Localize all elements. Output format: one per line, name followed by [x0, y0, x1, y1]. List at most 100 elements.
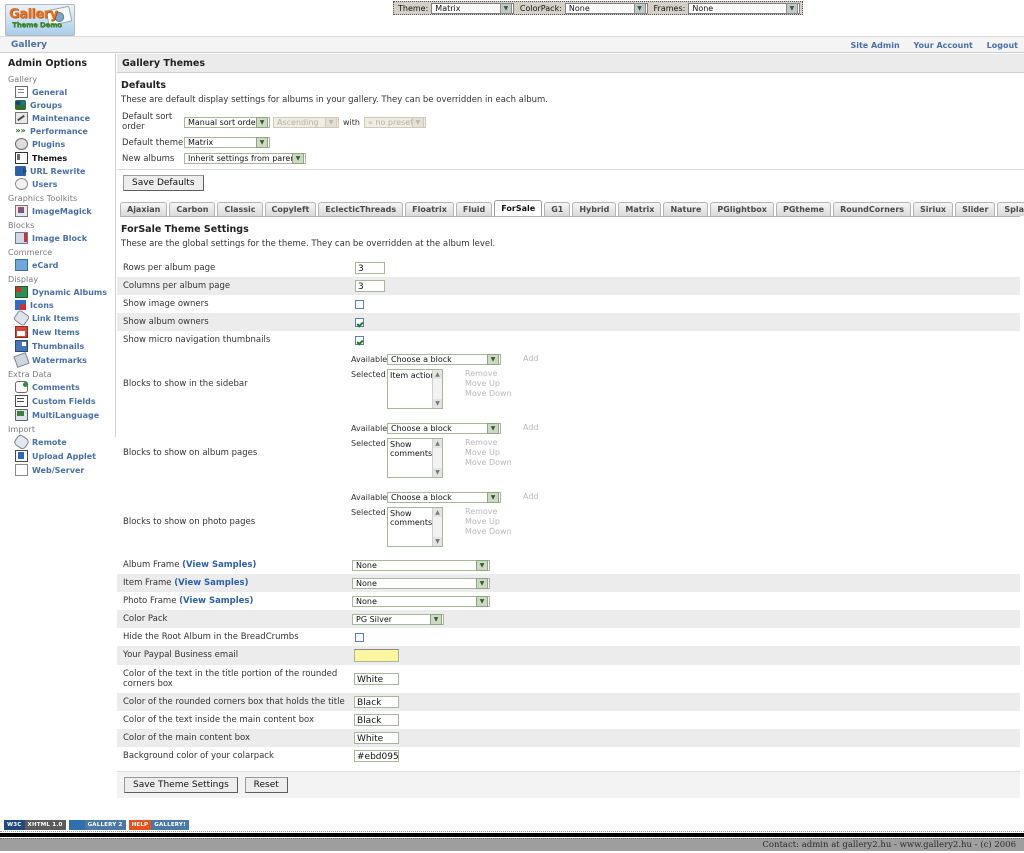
tab-splatbang[interactable]: Splatbang — [997, 202, 1024, 216]
gallery-logo[interactable]: Gallery Theme Demo — [5, 4, 75, 36]
remove-block-button[interactable]: Remove — [465, 507, 498, 516]
sidebar-item-remote[interactable]: Remote — [0, 433, 115, 451]
view-samples-link[interactable]: (View Samples) — [179, 596, 254, 606]
breadcrumb[interactable]: Gallery — [11, 40, 48, 50]
tab-fluid[interactable]: Fluid — [455, 202, 493, 216]
sidebar-item-url-rewrite[interactable]: URL Rewrite — [0, 165, 115, 177]
tab-classic[interactable]: Classic — [217, 202, 263, 216]
remove-block-button[interactable]: Remove — [465, 438, 498, 447]
sidebar-item-general[interactable]: General — [0, 85, 115, 99]
sidebar-item-users[interactable]: Users — [0, 177, 115, 191]
tab-siriux[interactable]: Siriux — [913, 202, 954, 216]
new-albums-select[interactable]: Inherit settings from parent album ▼ — [184, 153, 306, 164]
reset-button[interactable]: Reset — [244, 777, 288, 793]
footer-badge[interactable]: W3C XHTML 1.0 — [4, 820, 66, 830]
frame-select[interactable]: None ▼ — [352, 559, 490, 571]
sidebar-item-maintenance[interactable]: Maintenance — [0, 111, 115, 125]
list-item[interactable]: Item actions — [390, 371, 440, 380]
listbox-scrollbar[interactable]: ▲ ▼ — [432, 370, 442, 408]
sidebar-item-web-server[interactable]: Web/Server — [0, 463, 115, 477]
tab-copyleft[interactable]: Copyleft — [264, 202, 317, 216]
scroll-down-icon[interactable]: ▼ — [433, 468, 442, 477]
sidebar-item-groups[interactable]: Groups — [0, 99, 115, 111]
sidebar-item-thumbnails[interactable]: Thumbnails — [0, 339, 115, 353]
tab-forsale[interactable]: ForSale — [494, 200, 543, 216]
setting-checkbox[interactable] — [355, 317, 364, 327]
move-down-button[interactable]: Move Down — [465, 527, 512, 536]
sidebar-item-imagemagick[interactable]: ImageMagick — [0, 204, 115, 218]
site-admin-link[interactable]: Site Admin — [850, 41, 900, 50]
selected-blocks-listbox[interactable]: Show comments ▲ ▼ — [387, 438, 443, 478]
tab-slider[interactable]: Slider — [955, 202, 996, 216]
add-block-button[interactable]: Add — [523, 492, 539, 501]
add-block-button[interactable]: Add — [523, 354, 539, 363]
tab-g1[interactable]: G1 — [544, 202, 571, 216]
hide-root-album-checkbox[interactable] — [355, 632, 364, 642]
list-item[interactable]: Show comments — [390, 509, 433, 527]
color-text-input[interactable]: #ebd095 — [354, 750, 399, 762]
logout-link[interactable]: Logout — [986, 41, 1018, 50]
your-account-link[interactable]: Your Account — [913, 41, 973, 50]
view-samples-link[interactable]: (View Samples) — [174, 578, 249, 588]
sidebar-item-comments[interactable]: Comments — [0, 380, 115, 394]
tab-ajaxian[interactable]: Ajaxian — [120, 202, 168, 216]
listbox-scrollbar[interactable]: ▲ ▼ — [432, 508, 442, 546]
sidebar-item-custom-fields[interactable]: Custom Fields — [0, 394, 115, 408]
paypal-email-input[interactable] — [354, 649, 399, 662]
move-up-button[interactable]: Move Up — [465, 517, 500, 526]
move-down-button[interactable]: Move Down — [465, 458, 512, 467]
scroll-up-icon[interactable]: ▲ — [433, 439, 442, 448]
sidebar-item-performance[interactable]: »» Performance — [0, 125, 115, 137]
theme-selector-dropdown[interactable]: Matrix ▼ — [431, 2, 514, 14]
footer-badge[interactable]: GALLERY 2 — [68, 820, 126, 830]
sort-preset-select[interactable]: « no preset » ▼ — [363, 116, 426, 128]
sidebar-item-upload-applet[interactable]: Upload Applet — [0, 449, 115, 463]
available-block-select[interactable]: Choose a block ▼ — [387, 492, 501, 503]
available-block-select[interactable]: Choose a block ▼ — [387, 354, 501, 365]
selected-blocks-listbox[interactable]: Show comments ▲ ▼ — [387, 507, 443, 547]
sidebar-item-ecard[interactable]: eCard — [0, 258, 115, 272]
frame-select[interactable]: None ▼ — [352, 577, 490, 589]
view-samples-link[interactable]: (View Samples) — [182, 560, 257, 570]
sidebar-item-link-items[interactable]: Link Items — [0, 309, 115, 327]
sidebar-item-dynamic-albums[interactable]: Dynamic Albums — [0, 285, 115, 299]
color-text-input[interactable]: Black — [354, 714, 399, 726]
tab-carbon[interactable]: Carbon — [169, 202, 216, 216]
setting-checkbox[interactable] — [355, 335, 364, 345]
colorpack-selector-dropdown[interactable]: None ▼ — [564, 2, 648, 14]
sidebar-item-icons[interactable]: Icons — [0, 299, 115, 311]
selected-blocks-listbox[interactable]: Item actions ▲ ▼ — [387, 369, 443, 409]
scroll-up-icon[interactable]: ▲ — [433, 508, 442, 517]
save-defaults-button[interactable]: Save Defaults — [123, 175, 204, 191]
tab-floatrix[interactable]: Floatrix — [405, 202, 454, 216]
frames-selector-dropdown[interactable]: None ▼ — [688, 2, 800, 14]
listbox-scrollbar[interactable]: ▲ ▼ — [432, 439, 442, 477]
move-up-button[interactable]: Move Up — [465, 448, 500, 457]
sidebar-item-image-block[interactable]: Image Block — [0, 231, 115, 245]
tab-hybrid[interactable]: Hybrid — [572, 202, 617, 216]
move-down-button[interactable]: Move Down — [465, 389, 512, 398]
default-sort-order-select[interactable]: Manual sort order ▼ — [184, 116, 270, 128]
save-theme-settings-button[interactable]: Save Theme Settings — [124, 777, 238, 793]
sidebar-item-multilanguage[interactable]: MultiLanguage — [0, 408, 115, 422]
setting-text-input[interactable]: 3 — [355, 262, 385, 274]
colorpack-select[interactable]: PG Silver ▼ — [352, 613, 444, 625]
default-theme-select[interactable]: Matrix ▼ — [184, 137, 270, 148]
setting-checkbox[interactable] — [355, 299, 364, 309]
scroll-down-icon[interactable]: ▼ — [433, 537, 442, 546]
sidebar-item-watermarks[interactable]: Watermarks — [0, 352, 115, 368]
add-block-button[interactable]: Add — [523, 423, 539, 432]
move-up-button[interactable]: Move Up — [465, 379, 500, 388]
available-block-select[interactable]: Choose a block ▼ — [387, 423, 501, 434]
tab-matrix[interactable]: Matrix — [618, 202, 662, 216]
color-text-input[interactable]: Black — [354, 696, 399, 708]
list-item[interactable]: Show comments — [390, 440, 433, 458]
setting-text-input[interactable]: 3 — [355, 280, 385, 292]
remove-block-button[interactable]: Remove — [465, 369, 498, 378]
tab-pgtheme[interactable]: PGtheme — [775, 202, 832, 216]
sort-direction-select[interactable]: Ascending ▼ — [273, 116, 339, 128]
tab-roundcorners[interactable]: RoundCorners — [833, 202, 912, 216]
tab-pglightbox[interactable]: PGlightbox — [710, 202, 774, 216]
footer-badge[interactable]: HELP GALLERY! — [128, 820, 189, 830]
scroll-down-icon[interactable]: ▼ — [433, 399, 442, 408]
